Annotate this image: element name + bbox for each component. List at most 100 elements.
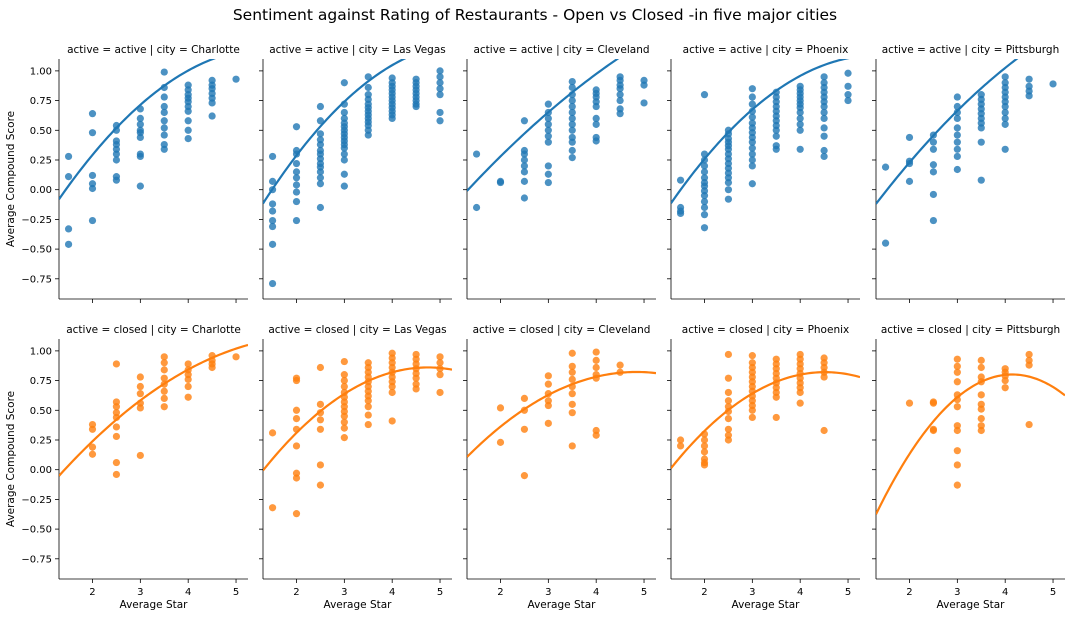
facet-panel: active = closed | city = Phoenix 2 3 4 5 Aver… [667,324,860,611]
scatter-point [316,168,325,176]
scatter-point [316,425,325,433]
scatter-point [724,397,733,405]
scatter-point [340,182,348,190]
scatter-point [268,200,277,208]
scatter-point [340,156,348,164]
scatter-point [340,170,348,178]
scatter-point [592,120,600,128]
y-tick-label: −0.75 [21,554,52,565]
scatter-point [724,425,733,433]
scatter-point [364,403,372,411]
scatter-point [977,124,985,132]
scatter-point [772,132,780,140]
scatter-point [700,224,709,232]
scatter-point [1025,361,1033,369]
scatter-point [520,394,529,403]
facet-panel: active = active | city = Charlotte −0.75 −… [5,44,248,303]
x-axis-label: Average Star [937,599,1006,611]
scatter-point [748,156,756,164]
scatter-point [184,117,192,125]
scatter-point [316,140,325,149]
scatter-point [112,403,121,411]
scatter-point [292,168,301,176]
scatter-point [977,176,985,184]
regression-line [59,343,248,477]
y-tick-label: 1.00 [30,346,52,357]
scatter-point [292,406,301,414]
scatter-point [208,99,216,107]
scatter-point [268,504,277,512]
scatter-point [700,461,709,469]
scatter-point [568,114,576,123]
scatter-point [953,108,961,117]
panel-title: active = active | city = Las Vegas [269,44,446,56]
x-tick-label: 2 [497,587,503,598]
scatter-point [1001,73,1009,81]
scatter-point [136,152,144,161]
scatter-point [820,108,828,117]
scatter-point [977,415,985,423]
scatter-point [724,178,733,187]
scatter-point [184,360,192,368]
facet-panel: active = closed | city = Las Vegas 2 3 4 5 Av… [259,324,452,611]
scatter-point [724,374,733,382]
scatter-point [953,426,961,435]
scatter-point [232,353,240,361]
scatter-point [748,413,756,422]
scatter-point [905,133,914,142]
scatter-point [436,79,444,87]
regression-line [263,59,407,205]
x-axis-label: Average Star [324,599,393,611]
scatter-point [820,114,828,123]
scatter-point [796,388,804,397]
scatter-point [136,390,144,398]
scatter-point [544,401,552,410]
scatter-point [136,120,144,128]
regression-line [876,373,1065,515]
scatter-point [844,96,852,105]
regression-line [671,371,860,469]
x-tick-label: 2 [89,587,95,598]
x-axis-label: Average Star [528,599,597,611]
scatter-point [820,73,828,81]
scatter-point [340,376,348,385]
scatter-point [364,420,372,429]
scatter-point [929,168,938,176]
scatter-point [544,162,552,170]
scatter-point [724,195,733,203]
panel-title: active = closed | city = Cleveland [473,324,651,336]
scatter-point [364,83,372,92]
y-tick-label: 0.00 [30,465,52,476]
scatter-point [592,348,600,356]
scatter-point [568,83,576,92]
scatter-point [412,102,420,111]
x-tick-label: 3 [545,587,551,598]
scatter-point [844,82,852,90]
scatter-point [112,423,121,431]
scatter-point [268,279,277,288]
regression-line [876,59,1019,205]
scatter-point [544,114,552,123]
scatter-point [977,138,985,146]
scatter-point [88,443,97,451]
scatter-point [112,360,121,368]
x-tick-label: 5 [233,587,239,598]
scatter-point [1001,120,1009,128]
scatter-point [568,400,576,408]
scatter-point [268,429,277,437]
scatter-point [748,93,756,101]
scatter-point [316,481,325,489]
scatter-point [112,156,121,164]
scatter-point [160,374,168,382]
chart-title: Sentiment against Rating of Restaurants … [233,6,837,24]
scatter-point [160,108,168,117]
scatter-point [748,85,756,93]
scatter-point [772,413,780,422]
scatter-point [953,355,961,363]
scatter-point [436,73,444,81]
scatter-point [748,150,756,158]
scatter-point [112,458,121,467]
panel-title: active = active | city = Pittsburgh [882,44,1060,56]
y-axis-label: Average Compound Score [5,391,17,527]
